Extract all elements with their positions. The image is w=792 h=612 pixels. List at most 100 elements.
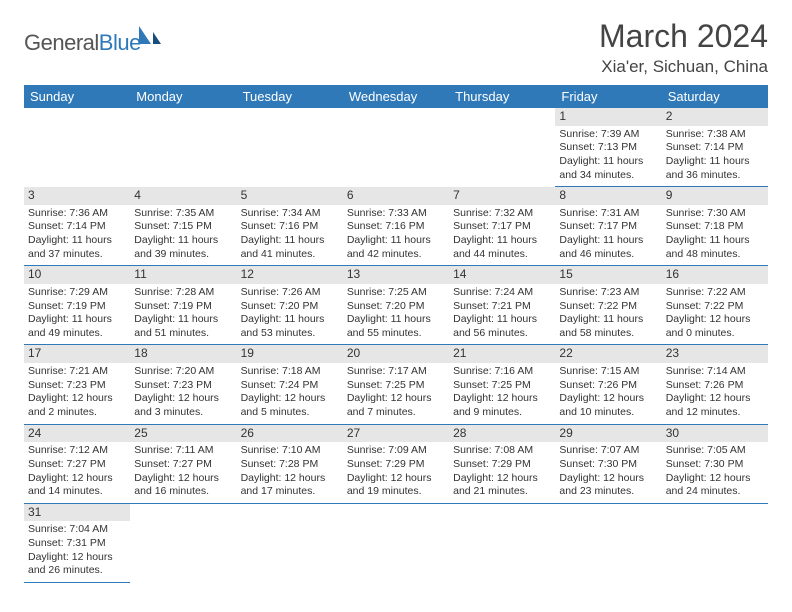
- day-number: 3: [24, 187, 130, 205]
- day-number: 15: [555, 266, 661, 284]
- day-cell: 11Sunrise: 7:28 AMSunset: 7:19 PMDayligh…: [130, 266, 236, 345]
- daylight-line: Daylight: 11 hours and 37 minutes.: [28, 234, 126, 261]
- sunset-line: Sunset: 7:30 PM: [666, 458, 764, 472]
- logo-text-blue: Blue: [99, 30, 141, 56]
- calendar-cell: 24Sunrise: 7:12 AMSunset: 7:27 PMDayligh…: [24, 425, 130, 504]
- calendar-cell: 14Sunrise: 7:24 AMSunset: 7:21 PMDayligh…: [449, 266, 555, 345]
- sunrise-line: Sunrise: 7:33 AM: [347, 207, 445, 221]
- day-number: 18: [130, 345, 236, 363]
- sunset-line: Sunset: 7:23 PM: [134, 379, 232, 393]
- day-number: 29: [555, 425, 661, 443]
- sunset-line: Sunset: 7:26 PM: [666, 379, 764, 393]
- day-number: 26: [237, 425, 343, 443]
- daylight-line: Daylight: 11 hours and 51 minutes.: [134, 313, 232, 340]
- daylight-line: Daylight: 12 hours and 2 minutes.: [28, 392, 126, 419]
- day-cell: 14Sunrise: 7:24 AMSunset: 7:21 PMDayligh…: [449, 266, 555, 345]
- calendar-cell: [555, 504, 661, 583]
- calendar-cell: 21Sunrise: 7:16 AMSunset: 7:25 PMDayligh…: [449, 345, 555, 424]
- sunset-line: Sunset: 7:29 PM: [347, 458, 445, 472]
- sunrise-line: Sunrise: 7:31 AM: [559, 207, 657, 221]
- calendar-cell: 13Sunrise: 7:25 AMSunset: 7:20 PMDayligh…: [343, 266, 449, 345]
- calendar-cell: 18Sunrise: 7:20 AMSunset: 7:23 PMDayligh…: [130, 345, 236, 424]
- day-number: 8: [555, 187, 661, 205]
- sunset-line: Sunset: 7:18 PM: [666, 220, 764, 234]
- sunset-line: Sunset: 7:14 PM: [666, 141, 764, 155]
- calendar-cell: 15Sunrise: 7:23 AMSunset: 7:22 PMDayligh…: [555, 266, 661, 345]
- calendar-cell: 31Sunrise: 7:04 AMSunset: 7:31 PMDayligh…: [24, 504, 130, 583]
- daylight-line: Daylight: 12 hours and 7 minutes.: [347, 392, 445, 419]
- calendar-cell: 23Sunrise: 7:14 AMSunset: 7:26 PMDayligh…: [662, 345, 768, 424]
- calendar-cell: [237, 108, 343, 187]
- day-cell: 1Sunrise: 7:39 AMSunset: 7:13 PMDaylight…: [555, 108, 661, 187]
- sunset-line: Sunset: 7:15 PM: [134, 220, 232, 234]
- sunrise-line: Sunrise: 7:12 AM: [28, 444, 126, 458]
- day-number: 31: [24, 504, 130, 522]
- sunset-line: Sunset: 7:29 PM: [453, 458, 551, 472]
- calendar-cell: 8 Sunrise: 7:31 AMSunset: 7:17 PMDaylight…: [555, 187, 661, 266]
- day-number: 11: [130, 266, 236, 284]
- day-cell: 23Sunrise: 7:14 AMSunset: 7:26 PMDayligh…: [662, 345, 768, 424]
- calendar-cell: 5Sunrise: 7:34 AMSunset: 7:16 PMDaylight…: [237, 187, 343, 266]
- weekday-header: Saturday: [662, 85, 768, 108]
- day-number: 22: [555, 345, 661, 363]
- calendar-cell: 6Sunrise: 7:33 AMSunset: 7:16 PMDaylight…: [343, 187, 449, 266]
- daylight-line: Daylight: 12 hours and 12 minutes.: [666, 392, 764, 419]
- sail-icon: [137, 24, 163, 51]
- calendar-cell: [449, 108, 555, 187]
- day-cell: 31Sunrise: 7:04 AMSunset: 7:31 PMDayligh…: [24, 504, 130, 583]
- daylight-line: Daylight: 11 hours and 53 minutes.: [241, 313, 339, 340]
- calendar-cell: 11Sunrise: 7:28 AMSunset: 7:19 PMDayligh…: [130, 266, 236, 345]
- sunset-line: Sunset: 7:17 PM: [559, 220, 657, 234]
- sunset-line: Sunset: 7:21 PM: [453, 300, 551, 314]
- calendar-cell: 27Sunrise: 7:09 AMSunset: 7:29 PMDayligh…: [343, 425, 449, 504]
- daylight-line: Daylight: 11 hours and 39 minutes.: [134, 234, 232, 261]
- daylight-line: Daylight: 11 hours and 46 minutes.: [559, 234, 657, 261]
- sunrise-line: Sunrise: 7:20 AM: [134, 365, 232, 379]
- sunset-line: Sunset: 7:28 PM: [241, 458, 339, 472]
- sunrise-line: Sunrise: 7:23 AM: [559, 286, 657, 300]
- daylight-line: Daylight: 11 hours and 36 minutes.: [666, 155, 764, 182]
- weekday-header: Thursday: [449, 85, 555, 108]
- daylight-line: Daylight: 11 hours and 44 minutes.: [453, 234, 551, 261]
- weekday-header: Tuesday: [237, 85, 343, 108]
- day-number: 23: [662, 345, 768, 363]
- day-cell: 8 Sunrise: 7:31 AMSunset: 7:17 PMDaylight…: [555, 187, 661, 266]
- calendar-cell: 16Sunrise: 7:22 AMSunset: 7:22 PMDayligh…: [662, 266, 768, 345]
- day-number: 12: [237, 266, 343, 284]
- daylight-line: Daylight: 12 hours and 14 minutes.: [28, 472, 126, 499]
- day-cell: 30Sunrise: 7:05 AMSunset: 7:30 PMDayligh…: [662, 425, 768, 504]
- day-cell: 17Sunrise: 7:21 AMSunset: 7:23 PMDayligh…: [24, 345, 130, 424]
- day-cell: 7Sunrise: 7:32 AMSunset: 7:17 PMDaylight…: [449, 187, 555, 266]
- logo-text-general: General: [24, 30, 99, 56]
- daylight-line: Daylight: 11 hours and 48 minutes.: [666, 234, 764, 261]
- day-cell: 4Sunrise: 7:35 AMSunset: 7:15 PMDaylight…: [130, 187, 236, 266]
- calendar-cell: 28Sunrise: 7:08 AMSunset: 7:29 PMDayligh…: [449, 425, 555, 504]
- calendar-cell: 7Sunrise: 7:32 AMSunset: 7:17 PMDaylight…: [449, 187, 555, 266]
- day-number: 7: [449, 187, 555, 205]
- day-number: 21: [449, 345, 555, 363]
- day-cell: 15Sunrise: 7:23 AMSunset: 7:22 PMDayligh…: [555, 266, 661, 345]
- sunset-line: Sunset: 7:14 PM: [28, 220, 126, 234]
- day-cell: 28Sunrise: 7:08 AMSunset: 7:29 PMDayligh…: [449, 425, 555, 504]
- day-number: 2: [662, 108, 768, 126]
- day-number: 24: [24, 425, 130, 443]
- calendar-cell: 12Sunrise: 7:26 AMSunset: 7:20 PMDayligh…: [237, 266, 343, 345]
- sunrise-line: Sunrise: 7:09 AM: [347, 444, 445, 458]
- day-number: 28: [449, 425, 555, 443]
- calendar-cell: [343, 504, 449, 583]
- day-number: 1: [555, 108, 661, 126]
- daylight-line: Daylight: 12 hours and 23 minutes.: [559, 472, 657, 499]
- sunset-line: Sunset: 7:25 PM: [347, 379, 445, 393]
- day-number: 30: [662, 425, 768, 443]
- day-number: 20: [343, 345, 449, 363]
- calendar-cell: 19Sunrise: 7:18 AMSunset: 7:24 PMDayligh…: [237, 345, 343, 424]
- day-number: 17: [24, 345, 130, 363]
- sunrise-line: Sunrise: 7:04 AM: [28, 523, 126, 537]
- day-cell: 3Sunrise: 7:36 AMSunset: 7:14 PMDaylight…: [24, 187, 130, 266]
- daylight-line: Daylight: 12 hours and 10 minutes.: [559, 392, 657, 419]
- header: GeneralBlue March 2024 Xia'er, Sichuan, …: [24, 18, 768, 77]
- calendar-body: 1Sunrise: 7:39 AMSunset: 7:13 PMDaylight…: [24, 108, 768, 583]
- sunrise-line: Sunrise: 7:39 AM: [559, 128, 657, 142]
- sunrise-line: Sunrise: 7:05 AM: [666, 444, 764, 458]
- sunset-line: Sunset: 7:16 PM: [241, 220, 339, 234]
